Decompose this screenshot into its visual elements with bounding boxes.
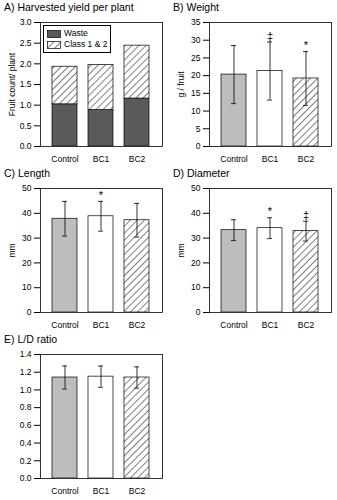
svg-text:20: 20	[191, 258, 201, 268]
svg-text:BC2: BC2	[129, 320, 146, 330]
svg-text:mm: mm	[7, 243, 17, 257]
svg-text:10: 10	[191, 282, 201, 292]
svg-text:*: *	[268, 205, 273, 217]
svg-text:*: *	[304, 39, 309, 51]
html-text:C) Length: C) Length	[4, 167, 51, 179]
svg-text:5: 5	[196, 124, 201, 134]
svg-text:50: 50	[191, 183, 201, 193]
svg-text:0.6: 0.6	[20, 420, 32, 430]
svg-text:Control: Control	[51, 154, 79, 164]
svg-text:mm: mm	[176, 243, 186, 257]
svg-text:BC2: BC2	[129, 486, 146, 496]
svg-text:0: 0	[196, 307, 201, 317]
svg-text:50: 50	[22, 183, 32, 193]
svg-text:BC1: BC1	[93, 486, 110, 496]
svg-text:20: 20	[22, 258, 32, 268]
svg-text:0.8: 0.8	[20, 402, 32, 412]
svg-text:BC2: BC2	[298, 154, 315, 164]
svg-text:*: *	[99, 189, 104, 201]
svg-text:0: 0	[196, 141, 201, 151]
svg-text:BC1: BC1	[93, 154, 110, 164]
svg-text:Control: Control	[220, 154, 248, 164]
svg-text:10: 10	[22, 282, 32, 292]
html-text:D) Diameter: D) Diameter	[173, 167, 230, 179]
svg-text:0.4: 0.4	[20, 438, 32, 448]
svg-text:20: 20	[191, 70, 201, 80]
svg-text:2.5: 2.5	[20, 38, 32, 48]
svg-text:0.0: 0.0	[20, 473, 32, 483]
html-text:Waste: Waste	[64, 28, 88, 38]
svg-text:40: 40	[22, 208, 32, 218]
svg-text:BC2: BC2	[298, 320, 315, 330]
svg-text:g / fruit: g / fruit	[176, 71, 186, 98]
svg-text:30: 30	[191, 233, 201, 243]
html-text:A) Harvested yield per plant: A) Harvested yield per plant	[4, 1, 134, 13]
svg-text:0.5: 0.5	[20, 121, 32, 131]
svg-text:BC1: BC1	[262, 320, 279, 330]
svg-text:40: 40	[191, 208, 201, 218]
svg-text:25: 25	[191, 53, 201, 63]
svg-text:30: 30	[191, 35, 201, 45]
svg-text:Control: Control	[220, 320, 248, 330]
svg-text:BC2: BC2	[129, 154, 146, 164]
svg-text:1.2: 1.2	[20, 367, 32, 377]
html-text:E) L/D ratio: E) L/D ratio	[4, 333, 58, 345]
svg-text:BC1: BC1	[93, 320, 110, 330]
svg-text:Fruit count/ plant: Fruit count/ plant	[7, 52, 17, 116]
svg-text:Control: Control	[51, 320, 79, 330]
svg-text:‡: ‡	[267, 30, 273, 42]
svg-text:0: 0	[27, 307, 32, 317]
svg-text:15: 15	[191, 88, 201, 98]
svg-text:30: 30	[22, 233, 32, 243]
svg-text:1.5: 1.5	[20, 79, 32, 89]
svg-text:‡: ‡	[303, 209, 309, 221]
svg-text:BC1: BC1	[262, 154, 279, 164]
svg-text:Control: Control	[51, 486, 79, 496]
svg-text:1.4: 1.4	[20, 349, 32, 359]
svg-text:1.0: 1.0	[20, 385, 32, 395]
svg-text:0.2: 0.2	[20, 456, 32, 466]
html-text:Class 1 & 2: Class 1 & 2	[64, 39, 108, 49]
svg-text:2.0: 2.0	[20, 59, 32, 69]
html-text:B) Weight: B) Weight	[173, 1, 219, 13]
svg-text:1.0: 1.0	[20, 100, 32, 110]
svg-text:10: 10	[191, 106, 201, 116]
svg-text:0.0: 0.0	[20, 141, 32, 151]
svg-text:35: 35	[191, 17, 201, 27]
svg-text:3.0: 3.0	[20, 17, 32, 27]
